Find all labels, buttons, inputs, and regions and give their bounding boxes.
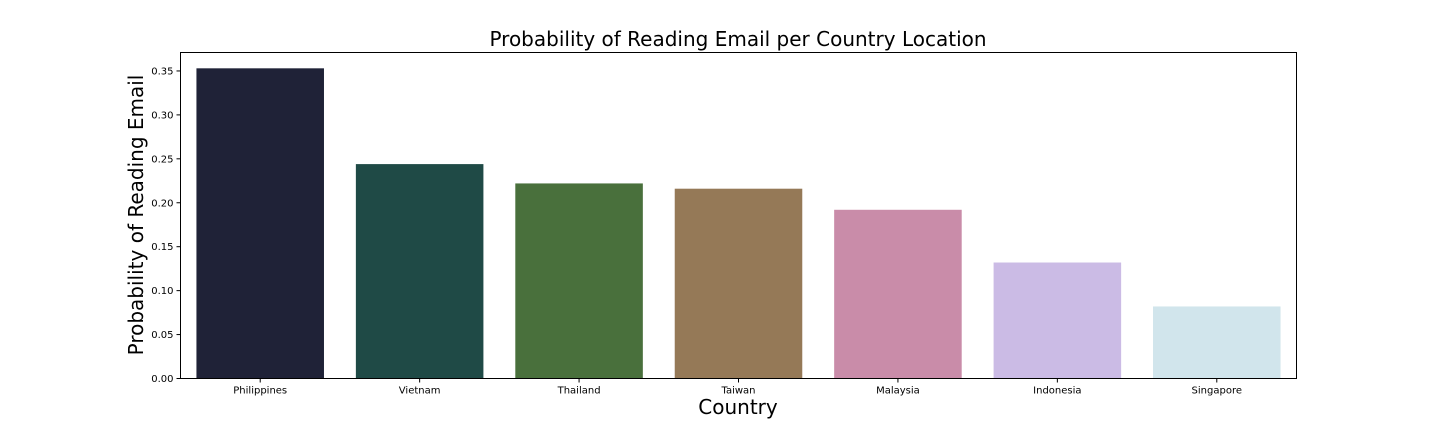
y-tick-label: 0.20 [151, 198, 173, 209]
y-tick-label: 0.10 [151, 286, 173, 297]
y-tick-label: 0.35 [151, 66, 173, 77]
chart-title: Probability of Reading Email per Country… [489, 27, 986, 51]
bar-taiwan [674, 188, 803, 379]
y-tick-label: 0.15 [151, 242, 173, 253]
y-tick-label: 0.00 [151, 374, 173, 385]
bar-malaysia [834, 209, 962, 379]
bar-philippines [196, 68, 324, 379]
plot-frame [180, 52, 1297, 379]
x-tick-label: Philippines [233, 386, 287, 397]
x-tick-label: Taiwan [720, 386, 755, 397]
bar-singapore [1153, 306, 1281, 379]
x-axis-ticks: Philippines Vietnam Thailand Taiwan Malaysia… [233, 378, 1242, 397]
y-tick-label: 0.30 [151, 110, 173, 121]
x-tick-label: Vietnam [399, 386, 441, 397]
bars-group [196, 68, 1281, 379]
x-tick-label: Indonesia [1033, 386, 1081, 397]
x-tick-label: Thailand [557, 386, 601, 397]
y-tick-label: 0.05 [151, 330, 173, 341]
x-axis-label: Country [698, 395, 778, 419]
x-tick-label: Malaysia [876, 386, 920, 397]
x-tick-label: Singapore [1192, 386, 1242, 397]
bar-vietnam [355, 164, 484, 379]
y-tick-label: 0.25 [151, 154, 173, 165]
bar-thailand [515, 183, 643, 379]
bar-indonesia [993, 262, 1122, 379]
y-axis-ticks: 0.00 0.05 0.10 0.15 0.20 0.25 0.30 0.35 [151, 66, 181, 385]
y-axis-label: Probability of Reading Email [124, 75, 148, 356]
